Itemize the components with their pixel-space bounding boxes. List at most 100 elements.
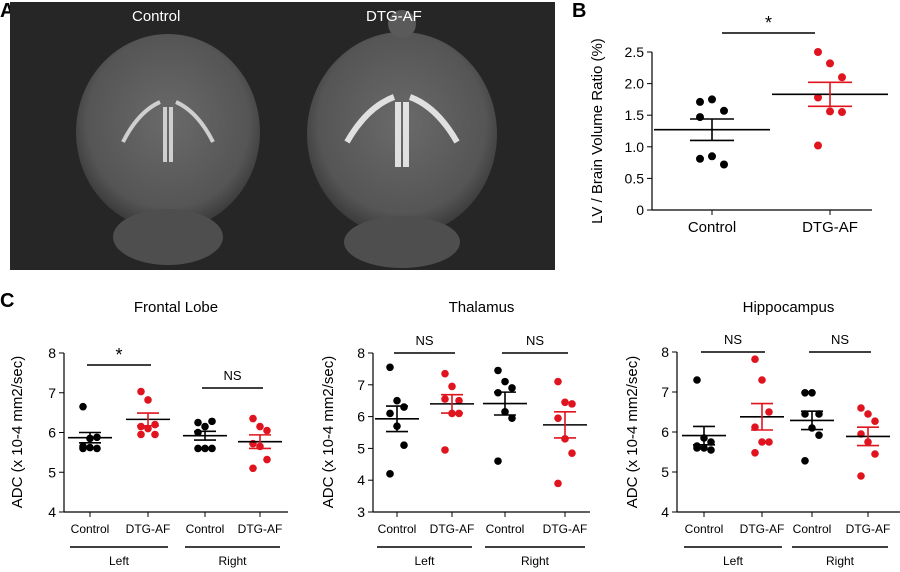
data-point [857, 472, 865, 480]
data-point [263, 455, 271, 464]
significance-label: * [765, 13, 772, 33]
data-point [815, 431, 823, 440]
y-tick-label: 8 [357, 345, 365, 361]
data-point [86, 443, 94, 452]
significance-label: * [115, 345, 122, 365]
x-tick-label: DTG-AF [430, 522, 475, 536]
data-point [814, 93, 822, 102]
data-point [263, 426, 271, 435]
data-point [400, 403, 408, 411]
data-point [554, 414, 562, 422]
dtg-af-brain [307, 10, 497, 268]
y-tick-label: 6 [48, 425, 56, 441]
panel-label-b: B [572, 0, 587, 22]
data-point [568, 449, 576, 457]
data-point [208, 417, 216, 426]
data-point [208, 444, 216, 453]
data-point [871, 450, 879, 458]
data-point [249, 464, 257, 473]
y-tick-label: 7 [48, 385, 56, 401]
y-tick-label: 2.0 [625, 76, 645, 92]
y-tick-label: 7 [661, 384, 669, 400]
panel-label-c: C [0, 290, 15, 312]
y-tick-label: 5 [357, 440, 365, 456]
data-point [758, 438, 766, 446]
data-point [708, 152, 716, 161]
data-point [696, 113, 704, 122]
data-point [144, 396, 152, 404]
data-point [393, 396, 401, 405]
y-tick-label: 0.5 [625, 170, 645, 186]
y-tick-label: 6 [357, 409, 365, 425]
x-tick-label: DTG-AF [846, 522, 891, 536]
data-point [386, 409, 394, 418]
data-point [568, 400, 576, 408]
y-tick-label: 2.5 [625, 44, 645, 60]
side-group-label: Left [414, 554, 435, 568]
data-point [826, 59, 834, 68]
data-point [501, 377, 509, 386]
y-tick-label: 5 [48, 464, 56, 480]
data-point [826, 107, 834, 116]
data-point [386, 470, 394, 478]
data-point [693, 376, 701, 384]
data-point [696, 154, 704, 163]
data-point [508, 414, 516, 422]
data-point [561, 398, 569, 407]
y-tick-label: 8 [48, 345, 56, 361]
y-tick-label: 6 [661, 424, 669, 440]
significance-label: NS [724, 332, 742, 347]
data-point [79, 444, 87, 453]
side-group-label: Right [218, 554, 247, 568]
data-point [720, 106, 728, 115]
x-tick-label: DTG-AF [802, 219, 858, 236]
data-point [441, 395, 449, 403]
y-axis-label: ADC (x 10-4 mm2/sec) [624, 356, 641, 509]
data-point [751, 449, 759, 457]
y-tick-label: 1.5 [625, 107, 645, 123]
data-point [441, 446, 449, 454]
data-point [801, 410, 809, 418]
data-point [441, 369, 449, 378]
data-point [720, 160, 728, 169]
data-point [144, 424, 152, 433]
x-tick-label: DTG-AF [543, 522, 588, 536]
y-tick-label: 1.0 [625, 139, 645, 155]
x-tick-label: Control [486, 522, 525, 536]
x-tick-label: Control [688, 219, 736, 236]
y-axis-label: ADC (x 10-4 mm2/sec) [320, 356, 337, 509]
mri-brain-images [76, 10, 497, 268]
data-point [801, 457, 809, 465]
chart-title: Frontal Lobe [134, 299, 218, 316]
significance-label: NS [223, 368, 241, 383]
chart-title: Thalamus [449, 299, 515, 316]
significance-label: NS [415, 333, 433, 348]
data-point [758, 376, 766, 384]
data-point [554, 377, 562, 386]
data-point [751, 423, 759, 432]
data-point [554, 479, 562, 488]
data-point [707, 446, 715, 454]
mri-label-control: Control [132, 8, 181, 25]
data-point [765, 438, 773, 446]
data-point [494, 457, 502, 465]
data-point [751, 355, 759, 364]
y-tick-label: 4 [357, 472, 365, 488]
x-tick-label: DTG-AF [126, 522, 171, 536]
data-point [151, 430, 159, 439]
mri-image-panel: Control DTG-AF [10, 2, 555, 270]
y-tick-label: 4 [48, 504, 56, 520]
x-tick-label: Control [71, 522, 110, 536]
side-group-label: Left [109, 554, 130, 568]
data-point [708, 95, 716, 104]
x-tick-label: Control [685, 522, 724, 536]
control-brain [76, 34, 260, 265]
x-tick-label: Control [186, 522, 225, 536]
data-point [201, 444, 209, 453]
chart-hippocampus: Hippocampus 4 5 6 7 8 ADC (x 10-4 mm2/sec) Cont… [624, 299, 900, 568]
data-point [765, 408, 773, 416]
y-tick-label: 8 [661, 344, 669, 360]
data-point [693, 444, 701, 452]
data-point [696, 97, 704, 106]
chart-b: 0 0.5 1.0 1.5 2.0 2.5 LV / Brain Volume Ratio … [589, 13, 888, 236]
